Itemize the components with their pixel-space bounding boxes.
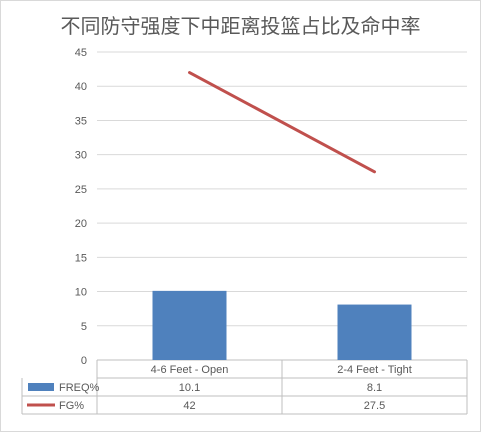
y-tick-label: 5 [81, 321, 87, 333]
y-tick-label: 0 [81, 355, 87, 367]
bar-FREQ% [152, 290, 227, 360]
category-label: 4-6 Feet - Open [151, 364, 229, 376]
y-tick-label: 35 [75, 115, 87, 127]
y-tick-label: 40 [75, 81, 87, 93]
chart-title: 不同防守强度下中距离投篮占比及命中率 [60, 14, 421, 38]
y-tick-label: 20 [75, 218, 87, 230]
line-FG% [188, 71, 376, 174]
legend-key-FREQ% [28, 383, 54, 391]
category-label: 2-4 Feet - Tight [337, 364, 412, 376]
data-table-value: 42 [183, 400, 195, 412]
bar-FREQ% [337, 304, 412, 360]
series-name: FG% [59, 400, 84, 412]
data-table-value: 8.1 [367, 382, 382, 394]
series-name: FREQ% [59, 382, 100, 394]
y-tick-label: 45 [75, 47, 87, 59]
y-tick-label: 10 [75, 287, 87, 299]
y-tick-label: 30 [75, 150, 87, 162]
y-tick-label: 15 [75, 252, 87, 264]
data-table-value: 10.1 [179, 382, 200, 394]
y-tick-label: 25 [75, 184, 87, 196]
data-table-value: 27.5 [364, 400, 385, 412]
